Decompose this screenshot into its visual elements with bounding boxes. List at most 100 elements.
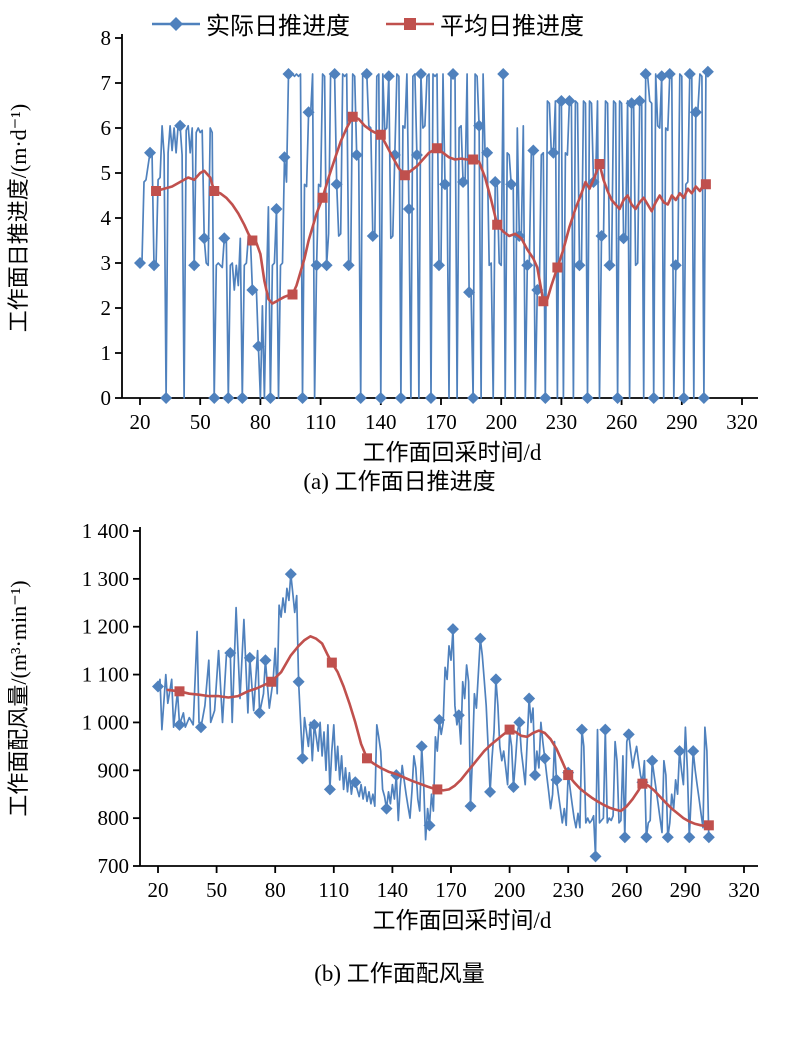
diamond-marker [349,776,362,789]
diamond-marker [523,692,536,705]
x-tick-label: 320 [726,410,758,434]
diamond-marker [302,106,315,119]
diamond-marker [640,831,653,844]
diamond-marker [222,392,235,404]
legend-line-diamond-icon [152,16,200,31]
square-marker [431,143,442,154]
diamond-marker [134,257,146,269]
diamond-marker [639,68,652,80]
x-tick-label: 140 [377,878,409,902]
square-marker [432,784,443,795]
y-axis-title: 工作面配风量/(m³·min⁻¹) [6,580,31,816]
diamond-marker [505,178,518,191]
x-tick-label: 110 [318,878,349,902]
diamond-marker [152,680,164,693]
series-markers-actual [134,65,714,404]
diamond-marker [528,769,541,782]
y-axis-title: 工作面日推进度/(m·d⁻¹) [6,104,31,332]
diamond-marker [433,714,446,727]
diamond-marker [410,149,423,161]
diamond-marker [447,68,460,80]
square-marker [326,657,337,668]
square-marker [174,686,185,697]
square-marker [594,159,605,169]
y-tick-label: 800 [98,806,130,830]
diamond-marker [296,392,309,404]
diamond-marker [697,392,710,404]
legend-item-average: 平均日推进度 [384,6,584,41]
y-tick-label: 0 [101,386,112,410]
square-marker [637,778,648,789]
diamond-marker [374,392,387,404]
diamond-marker [284,568,297,581]
y-tick-label: 5 [101,161,112,185]
diamond-marker [330,178,343,191]
tick-labels: 0 1 2 3 4 5 6 7 8 20 50 80 110 140 170 200 230 260 290 320 [101,26,758,434]
y-tick-label: 7 [101,71,112,95]
square-marker [468,154,479,165]
diamond-marker [595,230,608,242]
diamond-marker [296,752,309,765]
diamond-marker [633,95,646,107]
y-tick-label: 900 [98,758,130,782]
diamond-marker [320,259,333,272]
square-marker [563,770,574,781]
legend-item-actual: 实际日推进度 [150,6,350,41]
diamond-marker [497,68,510,80]
diamond-marker [669,259,682,272]
series-line-actual [157,573,712,858]
x-tick-label: 20 [130,410,151,434]
x-tick-label: 20 [148,878,169,902]
series-average [166,635,714,831]
diamond-marker [173,718,186,731]
diamond-marker [683,831,696,844]
y-tick-label: 1 100 [82,663,129,687]
axes [133,527,758,873]
diamond-marker [702,831,715,844]
diamond-marker [236,392,249,404]
square-marker [362,753,373,764]
square-marker [375,129,386,140]
x-tick-label: 230 [546,410,578,434]
x-tick-label: 170 [435,878,467,902]
x-tick-label: 50 [190,410,211,434]
diamond-marker [646,754,659,767]
diamond-marker [617,232,630,245]
diamond-marker [673,745,686,758]
diamond-marker [308,718,321,731]
diamond-marker [350,149,363,161]
diamond-marker [547,146,560,159]
square-marker [151,186,162,196]
diamond-marker [246,284,259,296]
square-marker [347,111,358,122]
y-tick-label: 2 [101,296,112,320]
diamond-marker [663,68,676,80]
square-marker [492,219,503,230]
diamond-marker [467,392,480,404]
diamond-marker [677,392,690,404]
diamond-marker [424,392,437,404]
x-tick-label: 260 [606,410,638,434]
chart-legend: 实际日推进度 平均日推进度 [150,6,584,41]
diamond-marker [687,745,700,758]
x-tick-label: 80 [250,410,271,434]
series-markers-average [151,111,711,307]
diamond-marker [224,647,237,660]
x-tick-label: 50 [206,878,227,902]
diamond-marker [323,783,336,796]
diamond-marker [550,773,563,786]
y-tick-label: 1 200 [82,615,129,639]
diamond-marker [354,392,367,404]
diamond-marker [402,203,415,215]
chart-b-air-supply: 700 800 900 1 000 1 100 1 200 1 300 1 400 20 50 80… [6,519,760,933]
caption-a: (a) 工作面日推进度 [303,469,496,494]
diamond-marker [481,146,494,159]
diamond-marker [188,259,201,272]
diamond-marker [599,723,612,736]
diamond-marker [144,146,157,159]
x-tick-label: 320 [728,878,760,902]
diamond-marker [473,119,486,132]
tick-labels: 700 800 900 1 000 1 100 1 200 1 300 1 400 20 50 80… [82,519,760,902]
diamond-marker [513,716,526,729]
